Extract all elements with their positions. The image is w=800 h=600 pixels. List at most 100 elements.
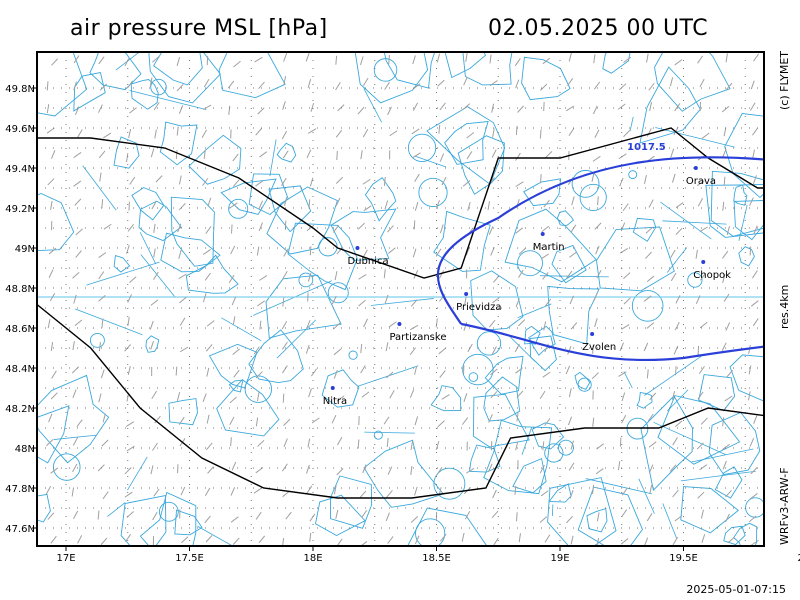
wind-barb [672,437,678,446]
wind-barb [281,341,288,350]
terrain-contour [557,210,574,227]
terrain-contour [574,371,591,390]
wind-barb [72,341,75,351]
wind-barb [565,365,571,375]
wind-barb [435,440,440,450]
wind-barb [568,388,572,398]
wind-barb [515,181,524,187]
wind-barb [258,200,263,210]
wind-barb [517,105,525,113]
terrain-ridge [510,336,536,362]
wind-barb [566,270,573,279]
wind-barb [409,389,415,398]
wind-barb [103,223,112,230]
terrain-contour [120,495,167,546]
terrain-contour [37,193,75,251]
wind-barb [232,537,240,545]
wind-barb [151,201,157,210]
wind-barb [725,82,733,91]
wind-barb [207,466,214,474]
wind-barb [282,297,285,307]
wind-barb [619,83,627,91]
wind-barb [675,202,684,209]
wind-barb [465,246,470,256]
terrain-contour [723,525,746,546]
y-tick-label: 48N [15,444,35,455]
wind-barb [723,176,726,186]
terrain-peak [628,170,638,180]
wind-barb [284,196,288,206]
wind-barb [697,391,704,400]
y-tick-label: 48.4N [5,364,35,375]
x-tick-label: 17.5E [175,553,204,564]
wind-barb [335,55,338,65]
wind-barb [696,442,704,450]
isobars: 1017.51017.5 [436,142,764,362]
wind-barb [725,322,731,331]
terrain-contour [160,232,221,273]
wind-barb [282,271,288,280]
wind-barb [387,106,392,116]
city-marker [397,322,402,326]
wind-barb [152,56,160,63]
wind-barb [596,512,600,522]
terrain-contour [170,196,215,267]
wind-barb [435,200,440,209]
wind-barb [282,365,288,374]
wind-barb [437,79,445,87]
wind-barb [623,272,631,279]
wind-barb [440,533,447,542]
wind-barb [180,536,189,544]
wind-barb [643,342,649,352]
terrain-contour [208,343,258,389]
wind-barb [179,317,186,326]
wind-barb [649,484,653,494]
wind-barb [465,53,468,63]
wind-barb [648,82,655,91]
terrain-contour [354,52,429,104]
wind-barb [414,173,420,182]
wind-barb [73,81,77,91]
wind-barb [619,342,625,352]
wind-barb [461,532,465,542]
wind-barb [150,299,159,306]
wind-barb [281,177,287,186]
terrain-ridge [269,139,277,177]
terrain-peak [373,430,383,440]
map-title: air pressure MSL [hPa] [70,16,328,41]
wind-barb [360,365,366,374]
wind-barb [333,485,337,495]
wind-barb [232,348,240,356]
terrain-contour [330,208,397,261]
terrain-contour [636,391,653,409]
terrain-contour [37,52,88,117]
wind-barb [283,76,287,86]
terrain-contour [524,325,541,345]
wind-barb [542,57,551,65]
wind-barb [649,392,657,401]
wind-barb [254,56,263,63]
terrain-peak [462,353,494,386]
terrain-contour [586,508,608,533]
wind-barb [72,389,77,399]
wind-barb [698,366,705,375]
wind-barb [231,296,237,306]
model-label: WRFv3-ARW-F [778,467,791,545]
wind-barb [722,274,726,284]
wind-barb [363,318,368,328]
wind-barb [176,126,179,136]
terrain-peak [348,350,358,360]
wind-barb [643,175,647,185]
isobar-label: 1017.5 [627,142,666,153]
wind-barb [75,228,83,236]
wind-barb [518,269,524,278]
wind-barb [76,419,83,428]
wind-barb [748,365,752,375]
wind-barb [101,318,104,328]
terrain-ridge [662,220,727,225]
terrain-ridge [414,155,447,168]
wind-barb [388,247,396,254]
wind-barb [646,322,655,329]
wind-barb [257,300,265,307]
y-tick-label: 47.6N [5,524,35,535]
